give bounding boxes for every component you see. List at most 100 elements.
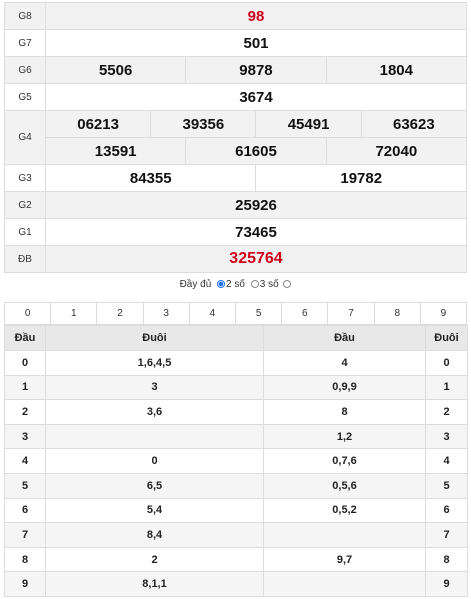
table-row: 6 5,4 0,5,2 6 bbox=[4, 497, 468, 524]
table-row: 9 8,1,1 9 bbox=[4, 571, 468, 597]
table-cell: 4 bbox=[425, 448, 468, 474]
prize-value: 61605 bbox=[185, 137, 327, 165]
prize-value: 25926 bbox=[45, 191, 467, 219]
digit-button[interactable]: 5 bbox=[236, 303, 283, 324]
prize-value: 13591 bbox=[44, 137, 187, 165]
table-cell: 5 bbox=[4, 472, 46, 499]
table-cell: 1 bbox=[425, 374, 468, 401]
table-cell: 8,4 bbox=[45, 522, 264, 548]
prize-value: 06213 bbox=[44, 110, 152, 138]
table-cell: 8 bbox=[263, 399, 426, 425]
table-cell: 7 bbox=[425, 522, 468, 548]
digit-button[interactable]: 4 bbox=[190, 303, 237, 324]
prize-label: G8 bbox=[4, 2, 46, 30]
prize-label: G4 bbox=[4, 110, 46, 165]
table-cell: 0,5,2 bbox=[263, 497, 426, 524]
prize-row-g6: G6 5506 9878 1804 bbox=[4, 56, 468, 84]
digit-button[interactable]: 2 bbox=[97, 303, 144, 324]
table-cell: 8,1,1 bbox=[45, 571, 264, 597]
prize-value: 73465 bbox=[45, 218, 467, 246]
prize-value: 9878 bbox=[185, 56, 327, 84]
table-cell: 6,5 bbox=[45, 472, 264, 499]
prize-value: 39356 bbox=[150, 110, 257, 138]
prize-row-g8: G8 98 bbox=[4, 2, 467, 30]
radio-icon[interactable] bbox=[283, 280, 292, 288]
prize-value: 45491 bbox=[255, 110, 362, 138]
table-row: 8 2 9,7 8 bbox=[4, 546, 468, 573]
filter-three-digits[interactable]: 3 số bbox=[250, 279, 279, 290]
table-cell: 5 bbox=[425, 472, 468, 499]
radio-selected-icon[interactable] bbox=[217, 280, 226, 288]
prize-value: 5506 bbox=[44, 56, 187, 84]
digit-button[interactable]: 3 bbox=[144, 303, 190, 324]
table-cell: 0 bbox=[45, 448, 264, 474]
table-cell: 0,9,9 bbox=[263, 374, 426, 401]
digit-filter: Đầy đủ 2 số 3 số bbox=[0, 279, 471, 295]
table-row: 1 3 0,9,9 1 bbox=[4, 374, 468, 401]
digit-button[interactable]: 9 bbox=[440, 308, 447, 319]
table-cell: 3 bbox=[45, 374, 264, 401]
prize-row-g3: G3 84355 19782 bbox=[4, 164, 467, 192]
digit-button[interactable]: 6 bbox=[282, 303, 329, 324]
filter-three-label: 3 số bbox=[259, 279, 279, 290]
table-cell: 6 bbox=[425, 497, 468, 524]
table-cell: 3 bbox=[4, 423, 46, 450]
table-row: 3 1,2 3 bbox=[4, 423, 468, 450]
prize-row-g2: G2 25926 bbox=[4, 191, 467, 219]
table-cell bbox=[263, 522, 426, 548]
digit-button[interactable]: 0 bbox=[5, 303, 52, 324]
prize-value: 3674 bbox=[45, 83, 467, 111]
special-prize-value: 325764 bbox=[45, 245, 467, 273]
table-cell: 3 bbox=[425, 423, 468, 450]
prize-label: ĐB bbox=[4, 245, 46, 273]
digit-button[interactable]: 8 bbox=[375, 303, 421, 324]
table-cell: 0,5,6 bbox=[263, 472, 426, 499]
prize-value: 84355 bbox=[44, 164, 257, 192]
prize-row-g4: G4 06213 39356 45491 63623 bbox=[4, 110, 468, 165]
filter-full-label: Đầy đủ bbox=[179, 279, 212, 290]
table-cell: 0 bbox=[425, 350, 468, 376]
table-row: 4 0 0,7,6 4 bbox=[4, 448, 468, 474]
prize-row-g5: G5 3674 bbox=[4, 83, 467, 111]
digit-button[interactable]: 7 bbox=[328, 303, 375, 324]
table-cell: 9 bbox=[4, 571, 46, 597]
table-cell: 4 bbox=[4, 448, 46, 474]
table-cell: 3,6 bbox=[45, 399, 264, 425]
table-row: 0 1,6,4,5 4 0 bbox=[4, 350, 468, 376]
table-cell: 4 bbox=[263, 350, 426, 376]
table-cell: 9 bbox=[425, 571, 468, 597]
prize-table: G8 98 G7 501 G6 5506 9878 1804 G5 3674 G… bbox=[4, 2, 468, 273]
prize-label: G1 bbox=[4, 218, 46, 246]
head-tail-header: Đầu Đuôi Đầu Đuôi bbox=[4, 325, 468, 351]
radio-icon[interactable] bbox=[250, 280, 259, 288]
prize-value: 63623 bbox=[360, 110, 468, 138]
prize-label: G2 bbox=[4, 191, 46, 219]
prize-label: G7 bbox=[4, 29, 46, 57]
table-cell: 2 bbox=[4, 399, 46, 425]
prize-row-db: ĐB 325764 bbox=[4, 245, 467, 273]
table-cell: 1,6,4,5 bbox=[45, 350, 264, 376]
table-cell: 6 bbox=[4, 497, 46, 524]
digit-button[interactable]: 1 bbox=[51, 303, 98, 324]
table-cell: 5,4 bbox=[45, 497, 264, 524]
table-row: 2 3,6 8 2 bbox=[4, 399, 468, 425]
prize-row-g7: G7 501 bbox=[4, 29, 467, 57]
table-cell: 8 bbox=[425, 546, 468, 573]
prize-value: 98 bbox=[45, 2, 467, 30]
prize-row-g1: G1 73465 bbox=[4, 218, 467, 246]
prize-value: 72040 bbox=[325, 137, 468, 165]
filter-full[interactable]: Đầy đủ bbox=[180, 279, 212, 290]
table-row: 5 6,5 0,5,6 5 bbox=[4, 472, 468, 499]
filter-two-digits[interactable]: 2 số bbox=[216, 279, 245, 290]
column-header: Đuôi bbox=[425, 325, 468, 351]
table-cell: 7 bbox=[4, 522, 46, 548]
digit-selector: 0 1 2 3 4 5 6 7 8 9 bbox=[4, 302, 467, 325]
prize-label: G5 bbox=[4, 83, 46, 111]
column-header: Đuôi bbox=[45, 325, 264, 351]
filter-two-label: 2 số bbox=[226, 279, 245, 290]
prize-value: 19782 bbox=[255, 164, 467, 192]
prize-label: G3 bbox=[4, 164, 46, 192]
table-cell: 2 bbox=[45, 546, 264, 573]
prize-label: G6 bbox=[4, 56, 46, 84]
table-cell: 1,2 bbox=[263, 423, 426, 450]
